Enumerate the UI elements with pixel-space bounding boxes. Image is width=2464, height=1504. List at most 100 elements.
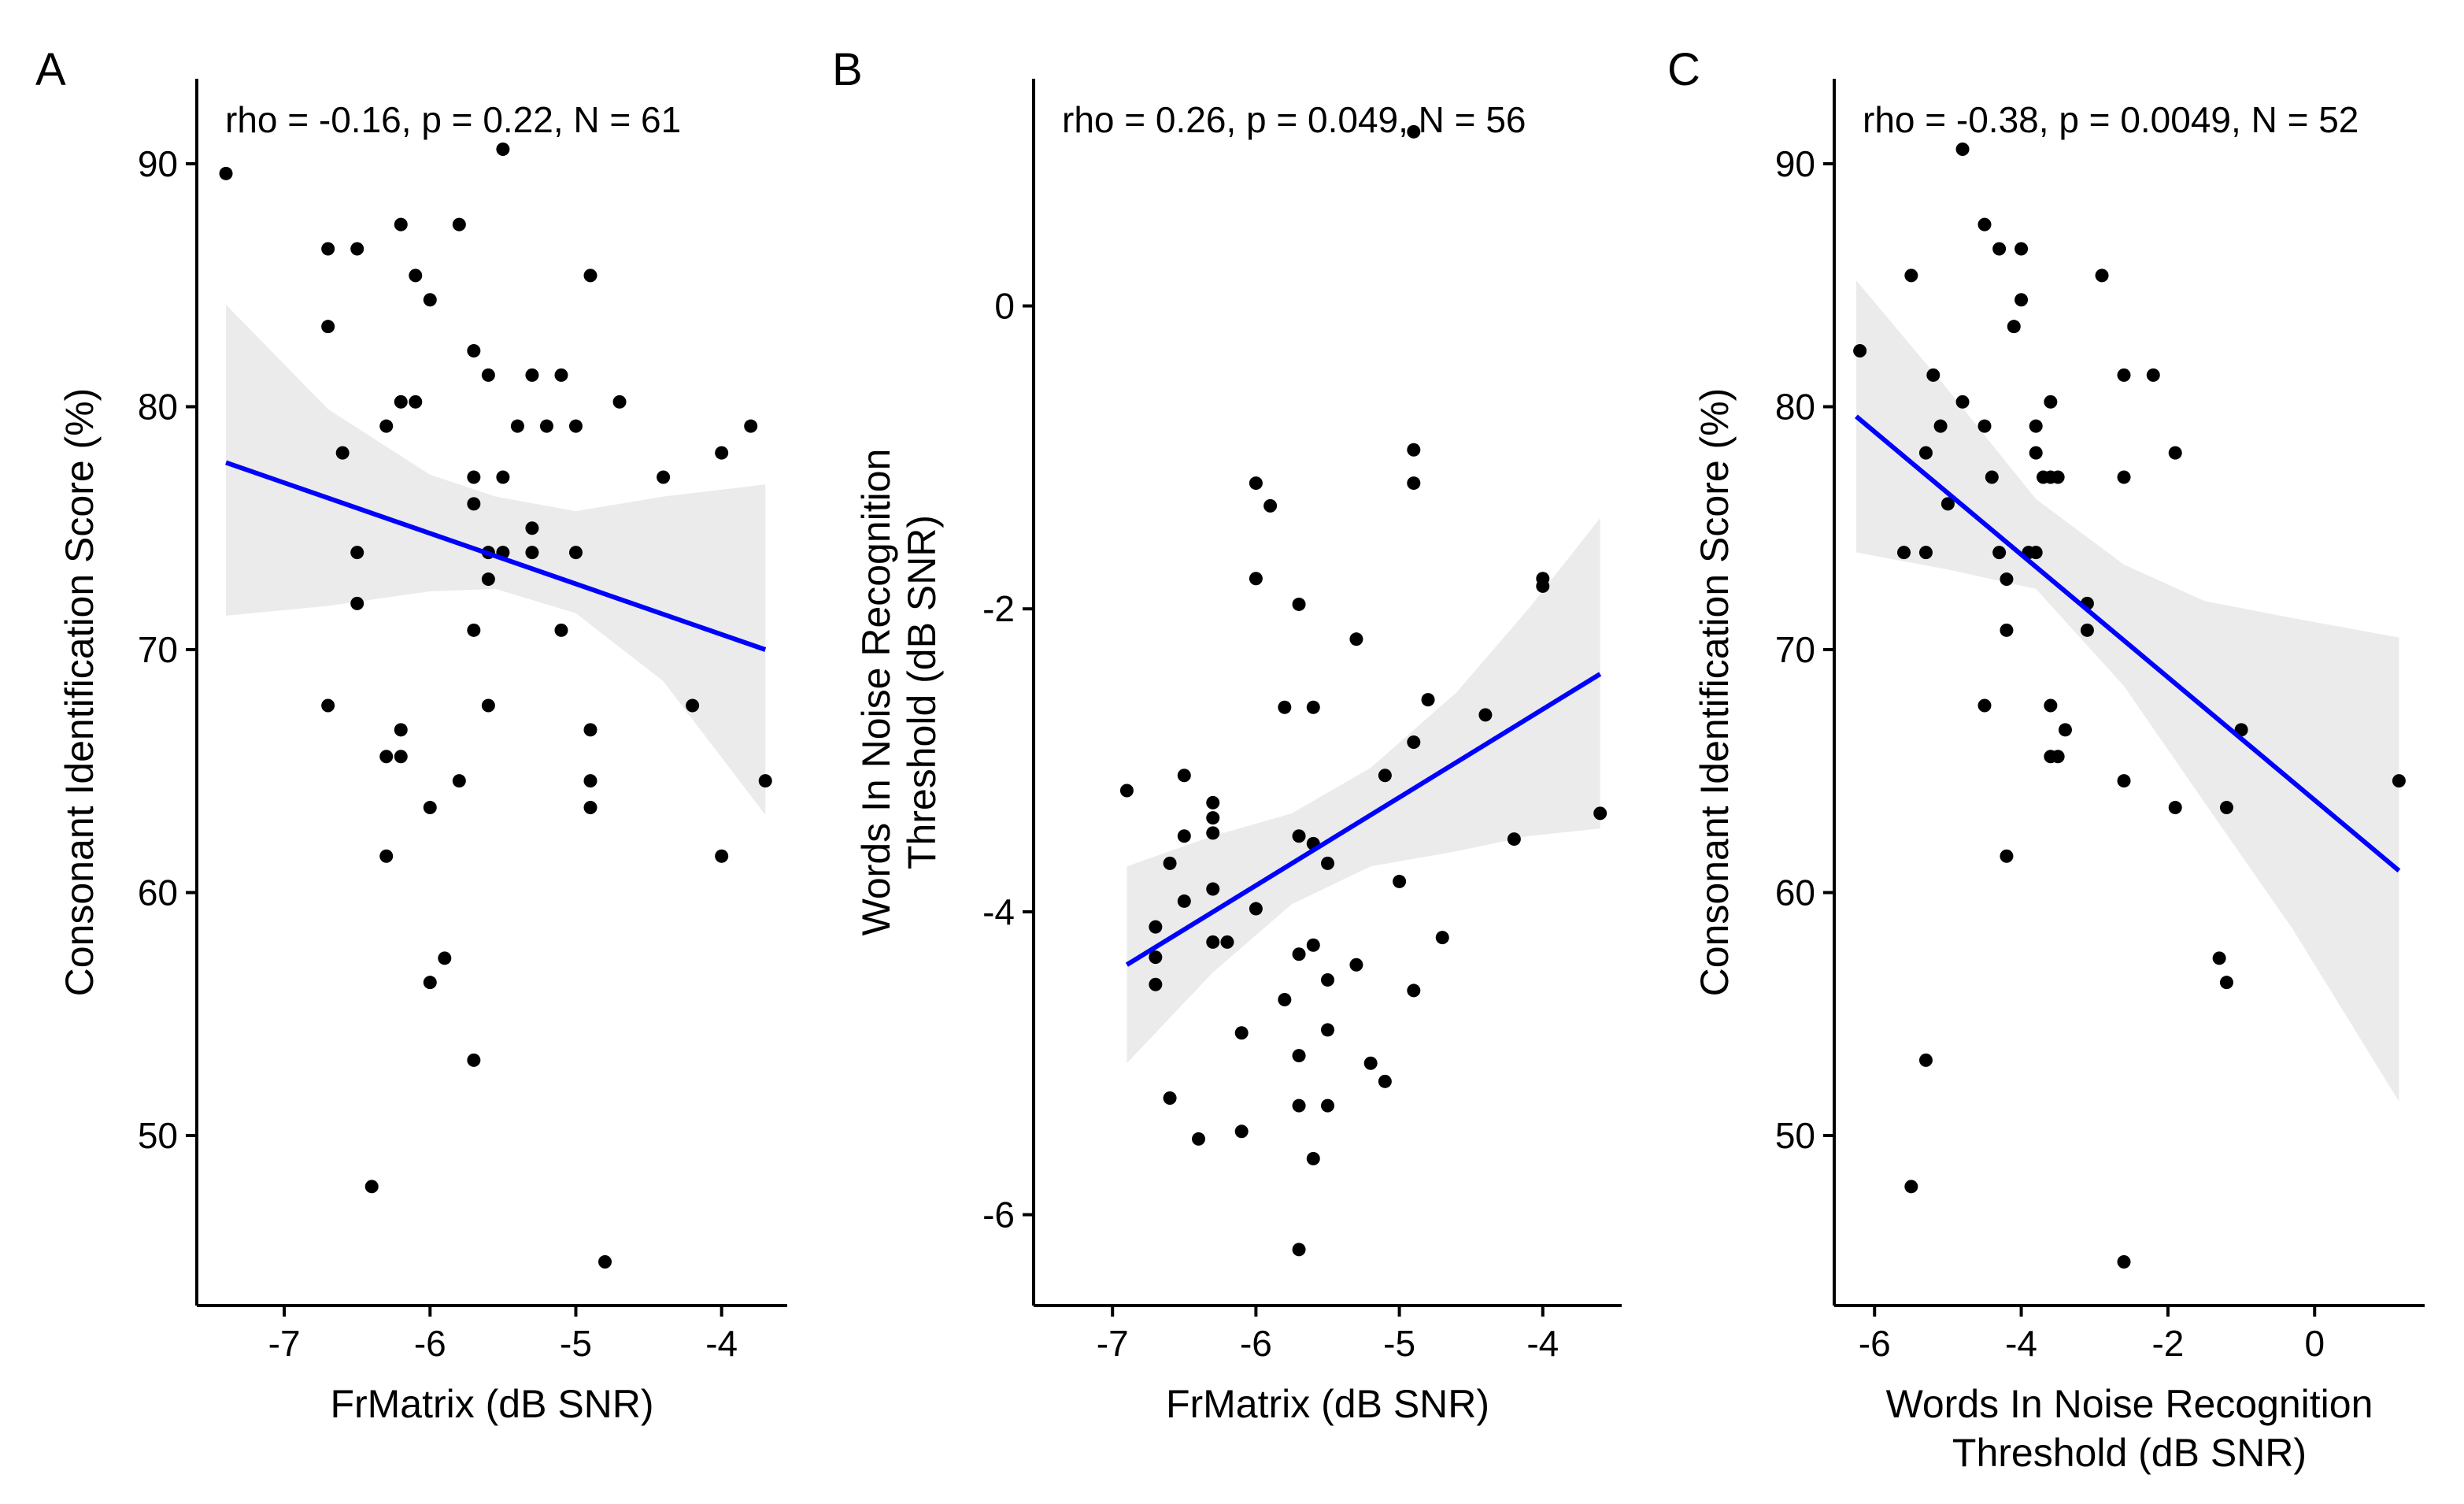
data-point: [350, 596, 364, 610]
y-axis-title: Consonant Identification Score (%): [57, 388, 102, 997]
correlation-annotation: rho = 0.26, p = 0.049, N = 56: [1062, 99, 1526, 140]
data-point: [1192, 1132, 1206, 1146]
data-point: [1378, 1074, 1392, 1088]
y-tick-label: -4: [982, 891, 1015, 932]
data-point: [2212, 951, 2226, 965]
x-tick-label: -6: [1859, 1323, 1891, 1364]
data-point: [686, 698, 700, 713]
data-point: [2044, 395, 2058, 409]
y-tick-label: 60: [138, 872, 178, 913]
data-point: [1393, 874, 1407, 888]
data-point: [2095, 269, 2109, 283]
y-tick-label: 0: [994, 286, 1015, 327]
panel-a: A -7 -6 -5 -4 50 60 70 80 90 rho = -0.16, p = 0.22…: [35, 44, 787, 1426]
data-point: [1918, 1053, 1933, 1067]
data-point: [1378, 769, 1392, 783]
data-point: [379, 750, 394, 764]
data-point: [1119, 783, 1134, 798]
data-point: [758, 774, 772, 788]
data-point: [1977, 698, 1992, 713]
data-point: [364, 1180, 379, 1194]
data-point: [1321, 856, 1334, 870]
data-point: [568, 419, 583, 433]
data-point: [409, 395, 423, 409]
data-point: [612, 395, 627, 409]
data-point: [1206, 811, 1220, 825]
data-point: [2080, 623, 2094, 637]
x-axis-title: Threshold (dB SNR): [1952, 1431, 2307, 1475]
data-point: [1149, 977, 1163, 991]
x-tick-label: -5: [1383, 1323, 1415, 1364]
data-point: [1163, 856, 1177, 870]
data-point: [1263, 498, 1278, 513]
correlation-annotation: rho = -0.38, p = 0.0049, N = 52: [1863, 99, 2359, 140]
data-point: [583, 269, 598, 283]
confidence-band: [1855, 280, 2399, 1102]
y-axis-title: Threshold (dB SNR): [900, 515, 944, 869]
data-point: [481, 698, 495, 713]
data-point: [1206, 882, 1220, 896]
data-point: [1407, 476, 1421, 491]
data-point: [423, 293, 437, 307]
data-point: [1407, 984, 1421, 998]
regression-line: [1855, 414, 2401, 873]
data-point: [1918, 546, 1933, 560]
x-tick-label: -4: [2005, 1323, 2037, 1364]
data-point: [2117, 470, 2131, 484]
data-point: [1292, 597, 1306, 611]
data-point: [1435, 931, 1449, 945]
data-points: [219, 142, 772, 1269]
data-point: [1292, 1098, 1306, 1113]
data-point: [1278, 992, 1292, 1006]
data-point: [350, 242, 364, 256]
data-point: [1407, 124, 1421, 139]
data-point: [2014, 293, 2029, 307]
x-tick-label: -7: [268, 1323, 301, 1364]
data-point: [394, 395, 408, 409]
data-point: [1940, 497, 1955, 511]
data-point: [583, 801, 598, 815]
regression-line: [225, 460, 767, 652]
data-point: [1349, 958, 1363, 972]
data-point: [452, 774, 466, 788]
x-tick-label: 0: [2304, 1323, 2325, 1364]
data-point: [481, 368, 495, 382]
data-point: [467, 470, 481, 484]
data-point: [657, 470, 671, 484]
data-point: [496, 142, 510, 156]
data-point: [1992, 546, 2007, 560]
data-point: [467, 344, 481, 358]
data-point: [2029, 546, 2043, 560]
data-point: [1321, 1023, 1334, 1037]
data-point: [467, 497, 481, 511]
data-point: [423, 801, 437, 815]
data-point: [1177, 829, 1191, 843]
data-point: [1904, 1180, 1918, 1194]
data-point: [2007, 320, 2021, 334]
data-point: [2392, 774, 2406, 788]
data-point: [1407, 735, 1421, 749]
data-point: [2029, 446, 2043, 460]
x-axis-title: FrMatrix (dB SNR): [330, 1382, 653, 1426]
data-point: [321, 242, 335, 256]
data-point: [2058, 723, 2072, 737]
data-point: [1536, 579, 1550, 593]
data-point: [744, 419, 758, 433]
data-point: [715, 849, 729, 863]
panel-b: B -7 -6 -5 -4 -6 -4 -2 0 rho = 0.26, p = 0.049, N…: [832, 44, 1622, 1426]
data-point: [539, 419, 553, 433]
data-point: [1926, 368, 1940, 382]
data-point: [219, 166, 233, 180]
data-point: [1206, 795, 1220, 809]
data-point: [1149, 950, 1163, 965]
data-point: [1349, 632, 1363, 646]
data-point: [1363, 1056, 1378, 1070]
panel-letter: B: [832, 44, 863, 95]
data-point: [598, 1254, 612, 1269]
data-point: [1163, 1091, 1177, 1105]
data-point: [1206, 826, 1220, 840]
panel-c: C -6 -4 -2 0 50 60 70 80 90 rho = -0.38, p = 0.004…: [1667, 44, 2425, 1475]
data-point: [1407, 443, 1421, 457]
data-point: [1306, 938, 1320, 952]
